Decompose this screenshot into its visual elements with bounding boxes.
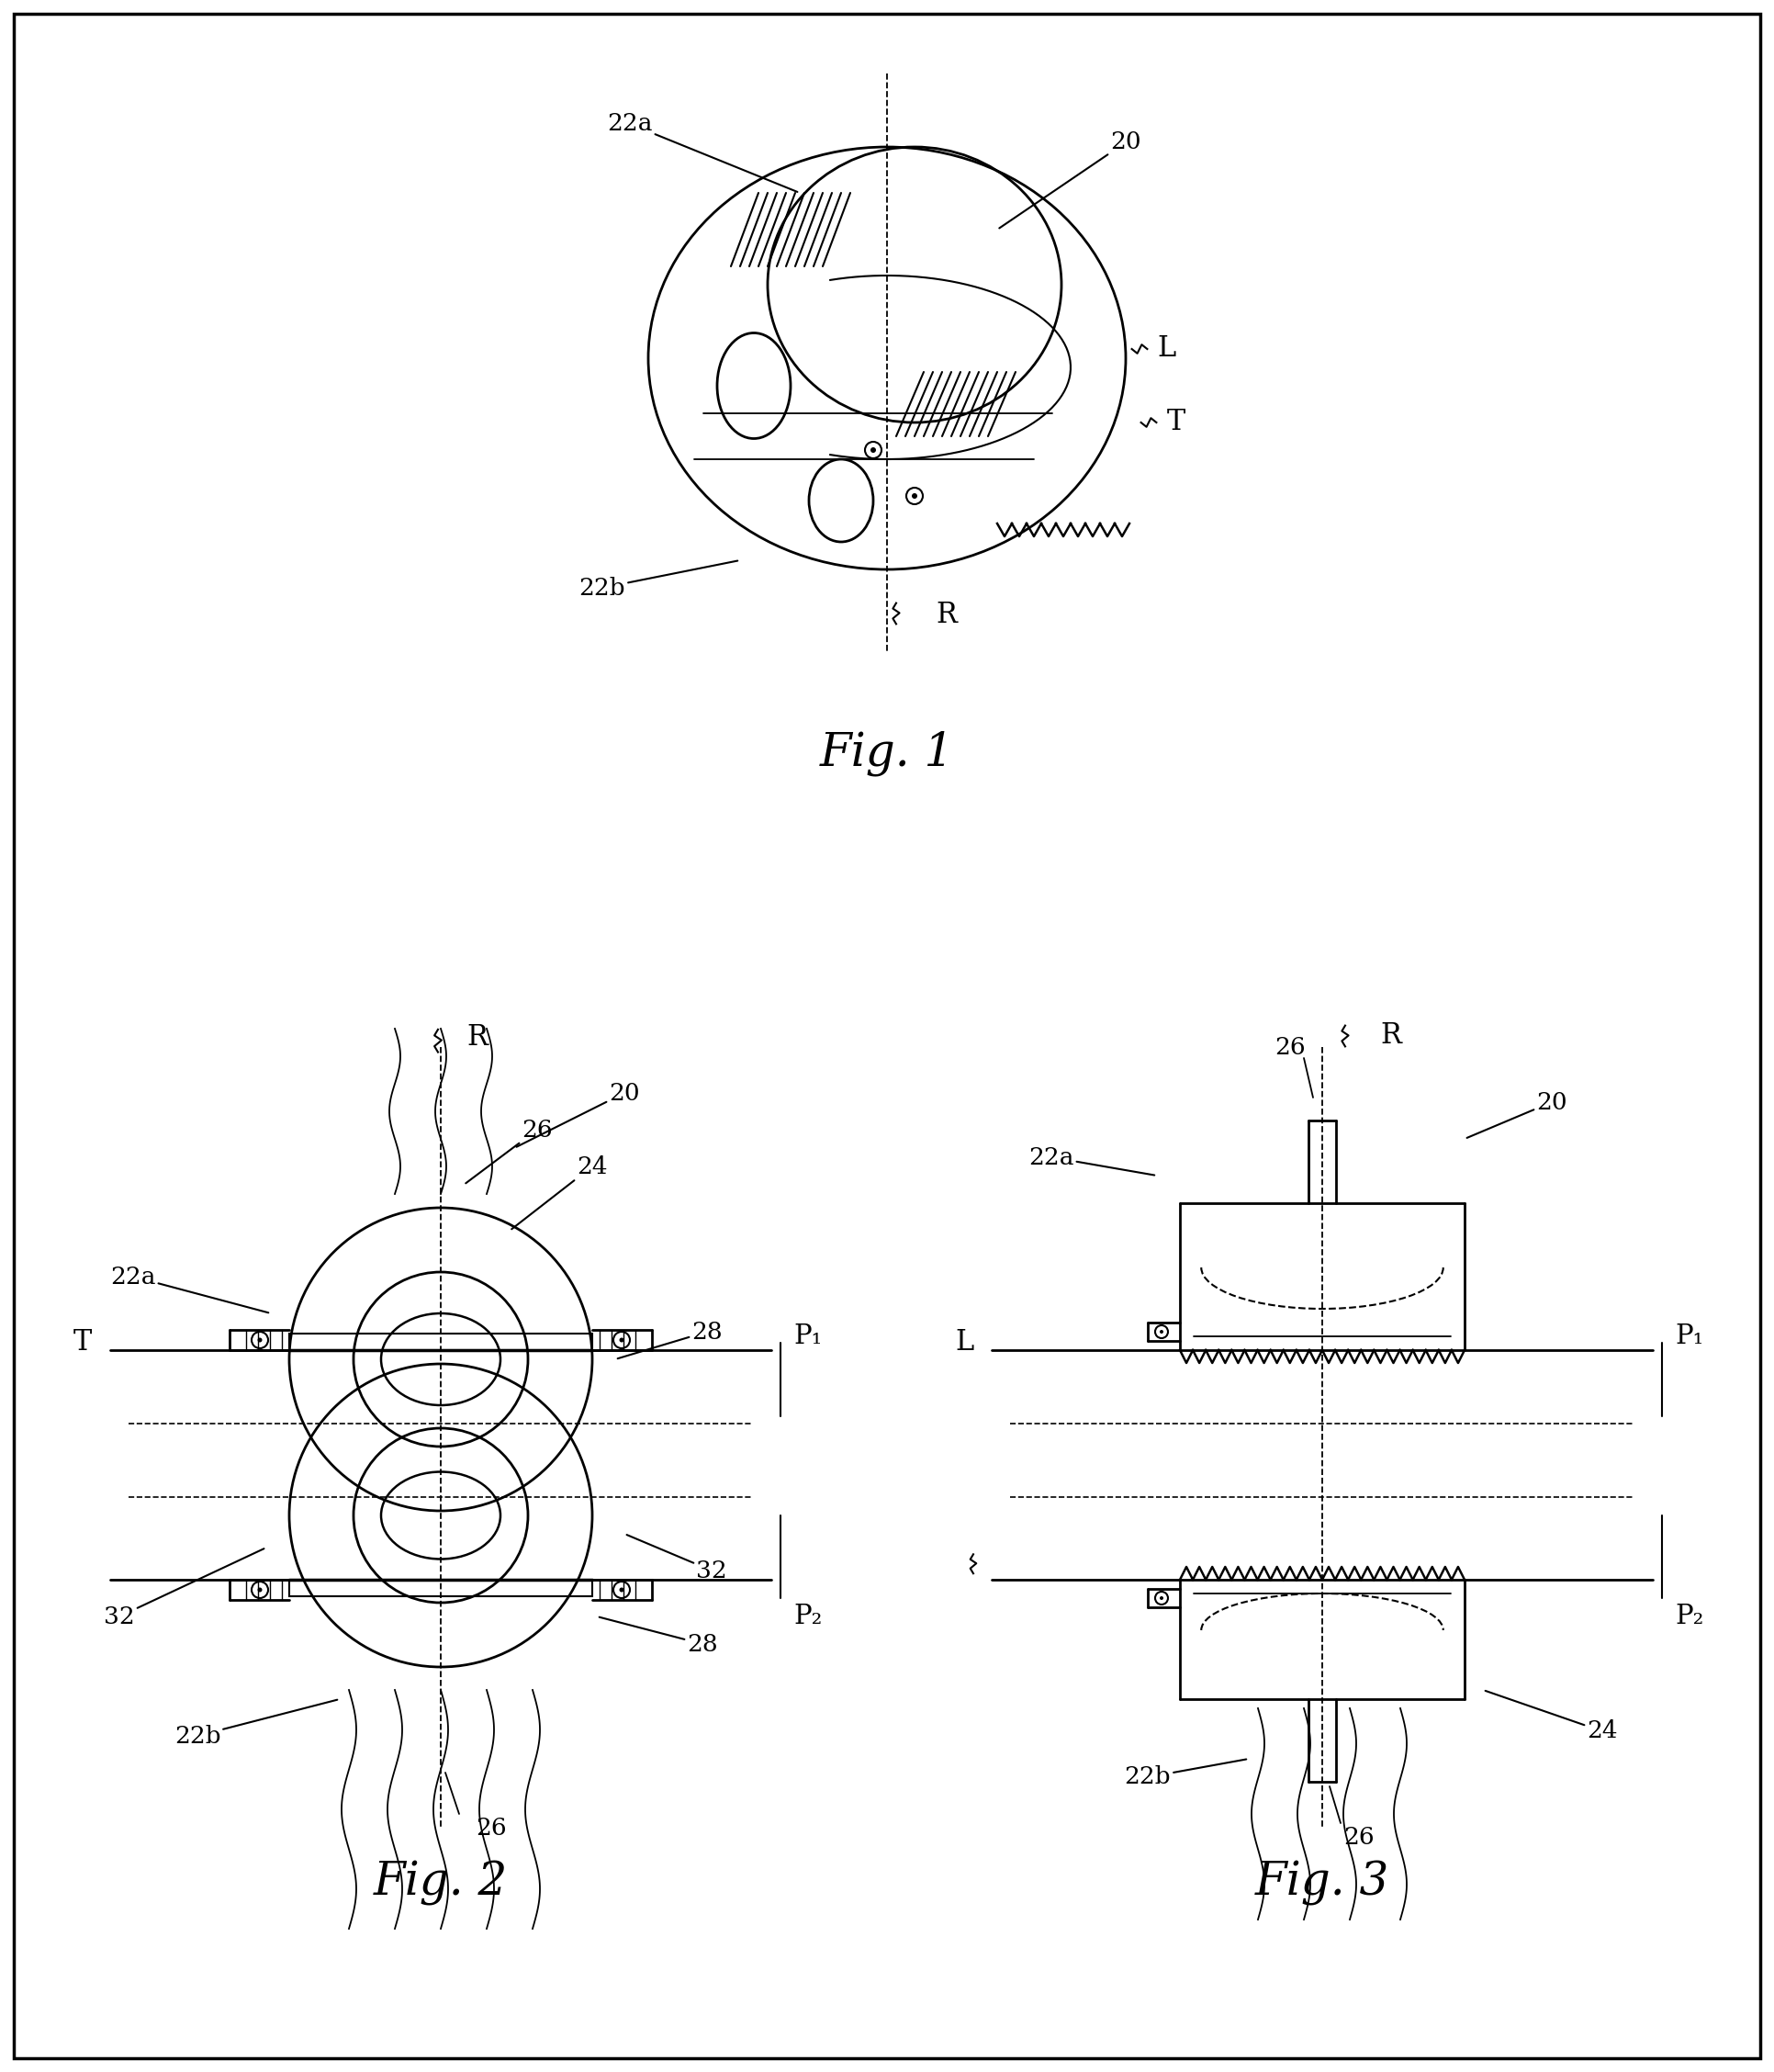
Text: 20: 20 xyxy=(1467,1090,1566,1138)
Text: 22b: 22b xyxy=(1125,1759,1247,1788)
Text: Fig. 1: Fig. 1 xyxy=(820,731,954,775)
Circle shape xyxy=(257,1339,263,1343)
Text: 28: 28 xyxy=(600,1616,718,1656)
Text: L: L xyxy=(954,1328,974,1357)
Text: 32: 32 xyxy=(105,1548,264,1629)
Bar xyxy=(289,1579,593,1595)
Text: 32: 32 xyxy=(626,1535,727,1583)
Text: P₁: P₁ xyxy=(793,1324,823,1349)
Text: P₂: P₂ xyxy=(793,1604,823,1629)
Circle shape xyxy=(257,1587,263,1591)
Bar xyxy=(289,1334,593,1351)
Text: Fig. 3: Fig. 3 xyxy=(1254,1861,1389,1906)
Text: R: R xyxy=(937,601,958,630)
Text: 22a: 22a xyxy=(607,112,797,193)
Circle shape xyxy=(1160,1330,1164,1334)
Text: 22a: 22a xyxy=(1029,1146,1155,1175)
Circle shape xyxy=(1160,1595,1164,1600)
Text: T: T xyxy=(73,1328,92,1357)
Text: Fig. 2: Fig. 2 xyxy=(374,1861,507,1906)
Text: 28: 28 xyxy=(617,1320,722,1359)
Circle shape xyxy=(619,1339,624,1343)
Text: L: L xyxy=(1158,336,1176,363)
Text: 22a: 22a xyxy=(110,1266,268,1314)
Circle shape xyxy=(619,1587,624,1591)
Circle shape xyxy=(912,493,917,499)
Text: 26: 26 xyxy=(467,1119,552,1183)
Text: 24: 24 xyxy=(511,1154,608,1229)
Text: 24: 24 xyxy=(1485,1691,1618,1743)
Text: T: T xyxy=(1167,408,1185,437)
Text: 22b: 22b xyxy=(578,562,738,599)
Text: 26: 26 xyxy=(1343,1825,1375,1848)
Text: 26: 26 xyxy=(1276,1036,1306,1059)
Text: P₂: P₂ xyxy=(1675,1604,1705,1629)
Text: P₁: P₁ xyxy=(1675,1324,1703,1349)
Text: R: R xyxy=(467,1024,488,1053)
Text: 20: 20 xyxy=(999,131,1141,228)
Text: 26: 26 xyxy=(475,1817,507,1840)
Text: 20: 20 xyxy=(516,1082,640,1148)
Text: 22b: 22b xyxy=(174,1699,337,1747)
Text: R: R xyxy=(1380,1021,1401,1051)
Circle shape xyxy=(871,448,876,454)
